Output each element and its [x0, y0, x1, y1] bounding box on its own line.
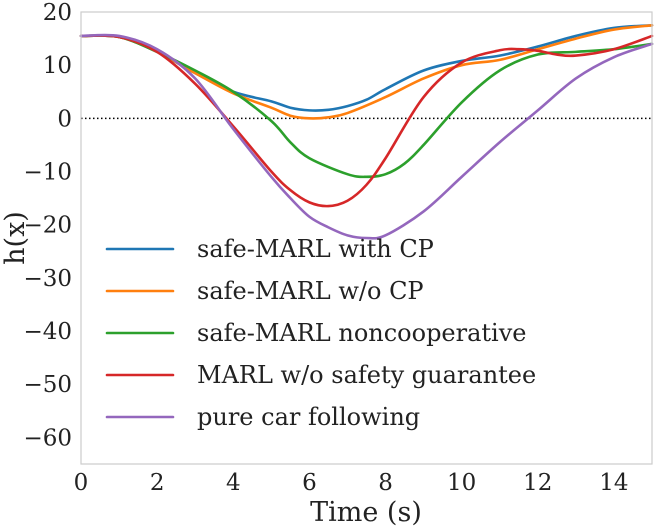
series-line-5	[79, 33, 654, 240]
x-tick-label: 12	[523, 470, 552, 496]
plot-frame	[80, 11, 653, 465]
series-line-4	[79, 34, 654, 208]
x-tick-label: 0	[74, 470, 89, 496]
legend-label: safe-MARL noncooperative	[197, 319, 527, 347]
y-axis-label: h(x)	[0, 211, 31, 265]
legend-label: MARL w/o safety guarantee	[197, 361, 536, 389]
legend-label: safe-MARL w/o CP	[197, 277, 424, 305]
x-tick-label: 14	[599, 470, 628, 496]
x-tick-label: 6	[302, 470, 317, 496]
y-tick-label: −40	[23, 319, 72, 345]
x-tick-label: 10	[447, 470, 476, 496]
series-line-2	[79, 23, 654, 120]
y-tick-label: −60	[23, 425, 72, 451]
x-tick-label: 8	[378, 470, 393, 496]
y-tick-label: −20	[23, 213, 72, 239]
x-tick-label: 2	[150, 470, 165, 496]
y-tick-label: −10	[23, 160, 72, 186]
x-tick-label: 4	[226, 470, 241, 496]
y-tick-label: 0	[57, 106, 72, 132]
x-axis-label: Time (s)	[310, 497, 422, 528]
y-tick-label: 10	[43, 53, 72, 79]
y-tick-label: −30	[23, 266, 72, 292]
tick-layer: 0 2 4 6 8 10 12 14 20 10 0 −10 −20 −30 −40 −50 −60	[23, 0, 628, 496]
series-line-3	[79, 34, 654, 179]
y-tick-label: −50	[23, 372, 72, 398]
legend: safe-MARL with CP safe-MARL w/o CP safe-MA…	[105, 235, 536, 431]
legend-label: safe-MARL with CP	[197, 235, 434, 263]
legend-label: pure car following	[197, 403, 420, 431]
series-layer	[79, 23, 654, 240]
y-tick-label: 20	[43, 0, 72, 26]
